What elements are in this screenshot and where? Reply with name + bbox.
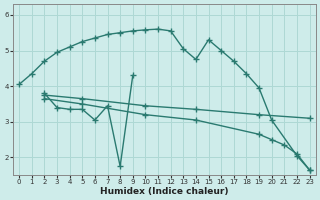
X-axis label: Humidex (Indice chaleur): Humidex (Indice chaleur) bbox=[100, 187, 228, 196]
